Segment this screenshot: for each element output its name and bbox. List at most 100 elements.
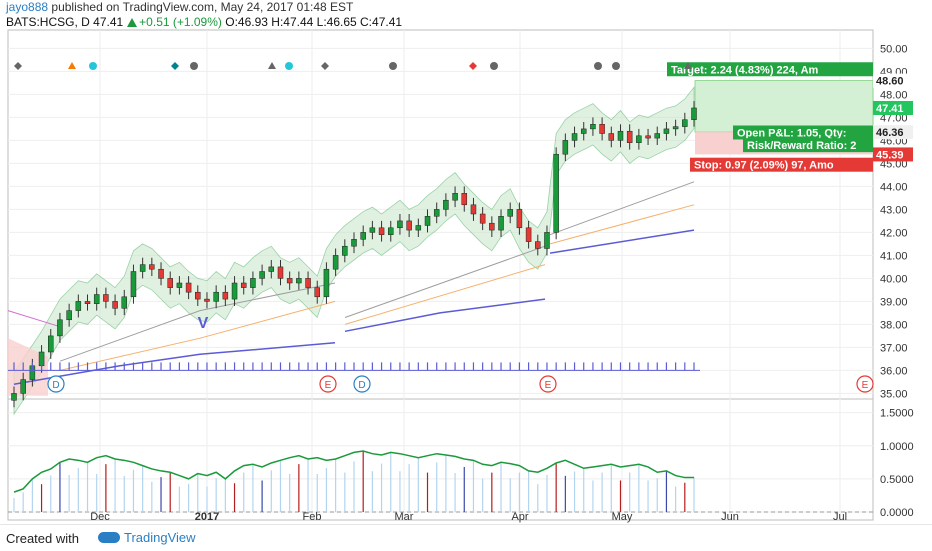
candle-body xyxy=(222,291,229,300)
candle-body xyxy=(167,278,173,288)
candle-body xyxy=(525,227,532,242)
candle-body xyxy=(452,193,458,201)
tradingview-cloud-icon xyxy=(98,532,120,543)
x-tick-label: Feb xyxy=(303,511,322,523)
candle-body xyxy=(636,135,642,143)
candles xyxy=(11,101,697,408)
ma-200-segment-3 xyxy=(549,229,695,254)
candle-body xyxy=(84,301,91,304)
earnings-circle xyxy=(856,375,874,393)
lower-grid xyxy=(8,412,873,513)
candle-body xyxy=(479,213,486,224)
left-red-zone xyxy=(8,338,48,396)
candle-body xyxy=(268,266,275,272)
tradingview-brand[interactable]: TradingView xyxy=(98,530,196,545)
candle-body xyxy=(672,126,679,130)
candle-body xyxy=(663,128,670,134)
y-tick-label: 42.00 xyxy=(880,227,908,239)
x-tick-label: Mar xyxy=(395,511,414,523)
candle-body xyxy=(75,301,82,311)
ma-magenta xyxy=(7,310,61,328)
top-triangle-icon xyxy=(684,62,692,69)
candle-body xyxy=(590,124,596,130)
tradingview-label: TradingView xyxy=(124,530,196,545)
position-tool[interactable]: Target: 2.24 (4.83%) 224, Am Open P&L: 1.… xyxy=(667,62,874,172)
y-tick-label: 36.00 xyxy=(880,365,908,377)
lower-y-tick-label: 1.5000 xyxy=(880,408,914,420)
candle-body xyxy=(351,239,357,247)
plot-frame xyxy=(7,29,874,521)
author-link[interactable]: jayo888 xyxy=(6,0,49,14)
top-dot-icon xyxy=(190,62,198,70)
candle-body xyxy=(20,379,26,394)
candle-body xyxy=(599,124,605,134)
candle-body xyxy=(378,227,385,235)
last-price: 47.41 xyxy=(93,15,124,29)
candle-body xyxy=(562,140,569,155)
candle-body xyxy=(654,133,660,139)
candle-body xyxy=(259,271,265,279)
top-dot-icon xyxy=(389,62,397,70)
ma-50-segment-3 xyxy=(549,181,695,236)
top-markers xyxy=(14,62,692,70)
ma-100-segment-3 xyxy=(549,204,695,245)
price-tag-entry: 46.36 xyxy=(876,127,904,139)
candle-body xyxy=(443,199,449,210)
earnings-circle xyxy=(319,375,337,393)
candle-body xyxy=(397,220,403,229)
ma-200-segment-1 xyxy=(13,342,336,385)
candle-body xyxy=(305,278,311,288)
created-with: Created with xyxy=(6,531,79,546)
candle-body xyxy=(11,393,17,401)
y-tick-label: 37.00 xyxy=(880,342,908,354)
top-diamond-icon xyxy=(14,62,22,70)
candle-body xyxy=(130,271,137,298)
lower-y-tick-label: 0.5000 xyxy=(880,474,914,486)
lower-y-tick-label: 0.0000 xyxy=(880,507,914,519)
candle-body xyxy=(516,209,523,229)
osc-line xyxy=(13,450,694,493)
top-diamond-icon xyxy=(321,62,329,70)
dividend-label: D xyxy=(358,380,365,391)
top-dot-icon xyxy=(285,62,293,70)
ohlc: O:46.93 H:47.44 L:46.65 C:47.41 xyxy=(225,15,403,29)
ma-200-segment-2 xyxy=(344,298,546,333)
oscillator xyxy=(13,450,695,512)
candle-body xyxy=(195,291,201,300)
pnl-label: Open P&L: 1.05, Qty: xyxy=(737,128,846,140)
candle-body xyxy=(323,268,330,298)
up-triangle-icon xyxy=(127,18,138,27)
candle-body xyxy=(332,255,339,270)
stop-label-bg xyxy=(690,157,873,172)
x-tick-label: Dec xyxy=(90,511,110,523)
dividend-label: D xyxy=(52,380,59,391)
top-triangle-icon xyxy=(268,62,276,69)
symbol: BATS:HCSG, D xyxy=(6,15,90,29)
candle-body xyxy=(286,278,293,284)
y-tick-label: 35.00 xyxy=(880,388,908,400)
candle-body xyxy=(544,232,550,249)
candle-body xyxy=(580,128,587,134)
candle-body xyxy=(112,301,118,309)
candle-body xyxy=(342,245,348,256)
published-text: published on TradingView.com, May 24, 20… xyxy=(51,0,354,14)
candle-body xyxy=(498,216,504,231)
candle-body xyxy=(240,282,247,288)
earnings-circle xyxy=(539,375,557,393)
candle-body xyxy=(204,298,210,302)
x-tick-label: 2017 xyxy=(195,511,219,523)
y-tick-label: 48.00 xyxy=(880,89,908,101)
price-tag-entry-bg xyxy=(873,125,913,140)
price-tag-last: 47.41 xyxy=(876,103,904,115)
x-tick-label: Jun xyxy=(721,511,739,523)
symbol-line: BATS:HCSG, D 47.41 +0.51 (+1.09%) O:46.93… xyxy=(6,15,402,29)
price-tag-stop-bg xyxy=(873,147,913,162)
candle-body xyxy=(433,209,440,217)
bands xyxy=(8,86,695,416)
candle-body xyxy=(369,227,376,233)
candle-body xyxy=(213,291,219,302)
candle-body xyxy=(682,119,688,127)
top-dot-icon xyxy=(612,62,620,70)
candle-body xyxy=(489,222,495,231)
candle-body xyxy=(48,335,54,353)
